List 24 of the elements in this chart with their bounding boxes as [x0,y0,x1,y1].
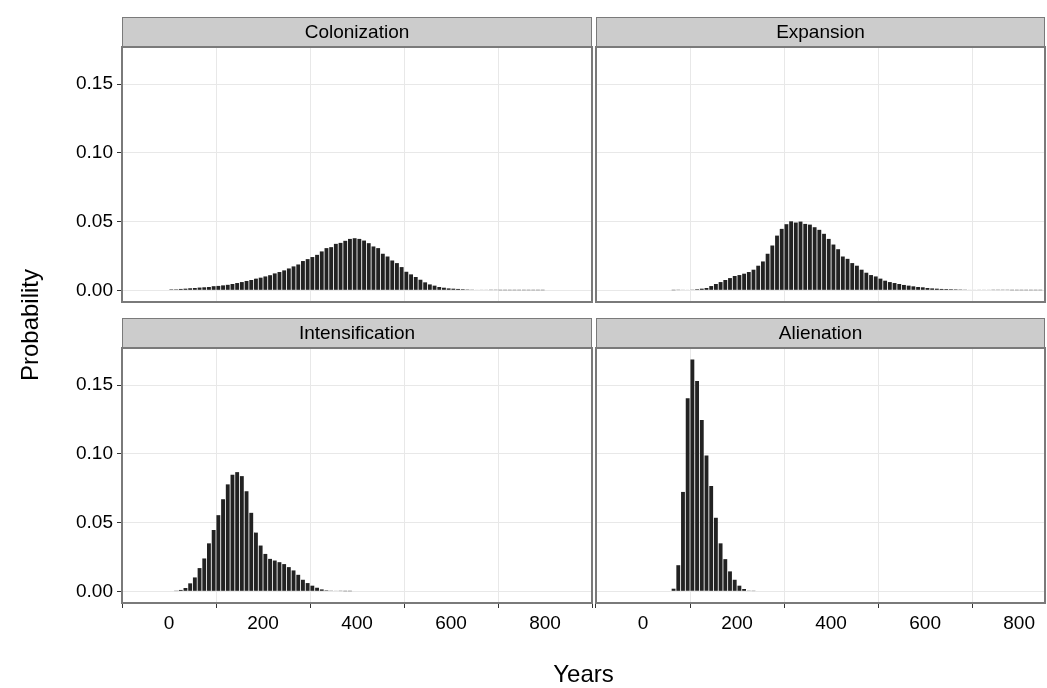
y-tick-label: 0.05 [76,209,113,231]
y-tick-label: 0.15 [76,72,113,94]
y-tick-label: 0.15 [76,373,113,395]
x-tick-label: 200 [721,611,753,633]
chart-title: Alienation [596,318,1045,348]
chart-title: Expansion [596,17,1045,47]
chart-title: Intensification [122,318,592,348]
y-tick-label: 0.05 [76,510,113,532]
x-tick-label: 800 [1003,611,1035,633]
y-tick-label: 0.00 [76,278,113,300]
x-tick-label: 800 [529,611,561,633]
y-tick-label: 0.10 [76,141,113,163]
y-axis-title: Probability [16,268,44,382]
x-tick-label: 600 [909,611,941,633]
y-tick-label: 0.00 [76,579,113,601]
x-tick-label: 400 [815,611,847,633]
x-tick-label: 600 [435,611,467,633]
x-axis-title: Years [552,660,615,688]
x-tick-label: 200 [247,611,279,633]
x-tick-label: 0 [163,611,175,633]
chart-title: Colonization [122,17,592,47]
y-tick-label: 0.10 [76,442,113,464]
x-tick-label: 400 [341,611,373,633]
x-tick-label: 0 [637,611,649,633]
